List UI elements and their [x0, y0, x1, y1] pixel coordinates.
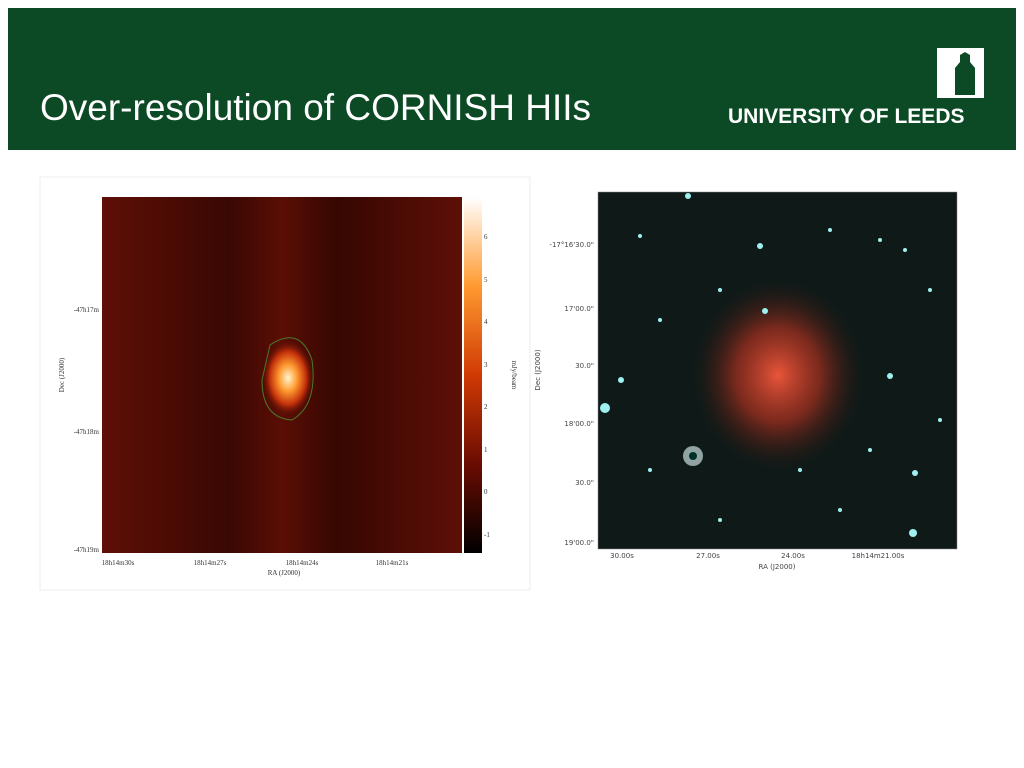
y-tick-label: 18'00.0" — [564, 420, 594, 428]
stars — [600, 193, 942, 537]
x-tick-label: 18h14m24s — [286, 559, 319, 567]
x-tick-label: 24.00s — [781, 552, 805, 560]
slide-title: Over-resolution of CORNISH HIIs — [40, 87, 591, 128]
x-tick-label: 18h14m21s — [376, 559, 409, 567]
logo-tower — [955, 52, 975, 95]
x-tick-label: 30.00s — [610, 552, 634, 560]
colorbar-tick-label: -1 — [484, 531, 490, 539]
x-tick-label: 18h14m21.00s — [852, 552, 905, 560]
x-tick-label: 18h14m27s — [194, 559, 227, 567]
x-tick-label: 27.00s — [696, 552, 720, 560]
colorbar-tick-label: 6 — [484, 233, 488, 241]
x-axis-label: RA (J2000) — [268, 569, 301, 577]
x-axis-label: RA (J2000) — [759, 563, 796, 571]
colorbar-tick-label: 2 — [484, 403, 488, 411]
colorbar-tick-label: 1 — [484, 446, 488, 454]
logo-text: UNIVERSITY OF LEEDS — [728, 105, 965, 128]
colorbar-label: mJy/beam — [510, 361, 518, 390]
y-axis-label: Dec (J2000) — [534, 349, 542, 390]
x-tick-label: 18h14m30s — [102, 559, 135, 567]
colorbar-tick-label: 3 — [484, 361, 488, 369]
y-tick-label: -17°16'30.0" — [549, 241, 594, 249]
nebula — [693, 280, 863, 470]
bright-star-core — [689, 452, 697, 460]
y-axis-label: Dec (J2000) — [58, 357, 66, 392]
y-tick-label: 30.0" — [575, 479, 594, 487]
contour — [261, 337, 314, 421]
header-band — [8, 8, 1016, 150]
colorbar-tick-label: 5 — [484, 276, 488, 284]
colorbar-tick-label: 4 — [484, 318, 488, 326]
y-tick-label: 19'00.0" — [564, 539, 594, 547]
y-tick-label: 30.0" — [575, 362, 594, 370]
radio-source — [262, 340, 314, 416]
y-tick-label: -47h17m — [74, 306, 100, 314]
colorbar — [464, 197, 482, 553]
y-tick-label: -47h18m — [74, 428, 100, 436]
y-tick-label: -47h19m — [74, 546, 100, 554]
y-tick-label: 17'00.0" — [564, 305, 594, 313]
colorbar-tick-label: 0 — [484, 488, 488, 496]
